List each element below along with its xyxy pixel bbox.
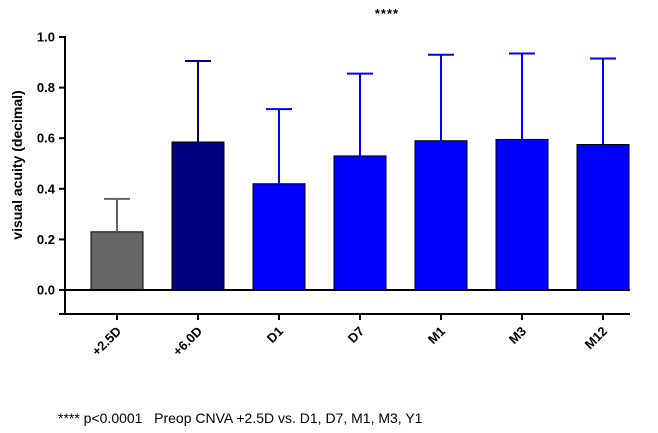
x-tick-label: +2.5D	[89, 324, 124, 359]
bar-D7	[333, 155, 387, 291]
y-axis: 1.0 0.8 0.6 0.4 0.2 0.0	[37, 30, 66, 315]
bar-+6.0D	[171, 141, 225, 291]
y-tick-label: 0.4	[37, 181, 56, 196]
y-tick-label: 0.8	[37, 80, 55, 95]
x-tick-label: D1	[264, 324, 286, 346]
bar-M12	[576, 144, 630, 291]
bar-D1	[252, 183, 306, 291]
significance-label: ****	[375, 6, 399, 21]
bar-M1	[414, 140, 468, 291]
x-axis: +2.5D +6.0D D1 D7 M1 M3 M12	[65, 289, 630, 359]
bar-M3	[495, 138, 549, 291]
x-tick-label: M12	[582, 324, 610, 352]
y-tick-label: 0.6	[37, 131, 55, 146]
bars	[90, 138, 630, 291]
y-tick-label: 0.2	[37, 232, 55, 247]
x-tick-label: M1	[425, 324, 448, 347]
x-tick-label: M3	[506, 324, 529, 347]
footnote: **** p<0.0001 Preop CNVA +2.5D vs. D1, D…	[58, 410, 423, 426]
x-tick-label: D7	[345, 324, 367, 346]
x-tick-label: +6.0D	[170, 324, 205, 359]
error-bars	[104, 52, 616, 232]
y-tick-label: 1.0	[37, 30, 55, 45]
bar-+2.5D	[90, 231, 144, 291]
y-tick-label: 0.0	[37, 283, 55, 298]
y-axis-title: visual acuity (decimal)	[9, 90, 25, 239]
